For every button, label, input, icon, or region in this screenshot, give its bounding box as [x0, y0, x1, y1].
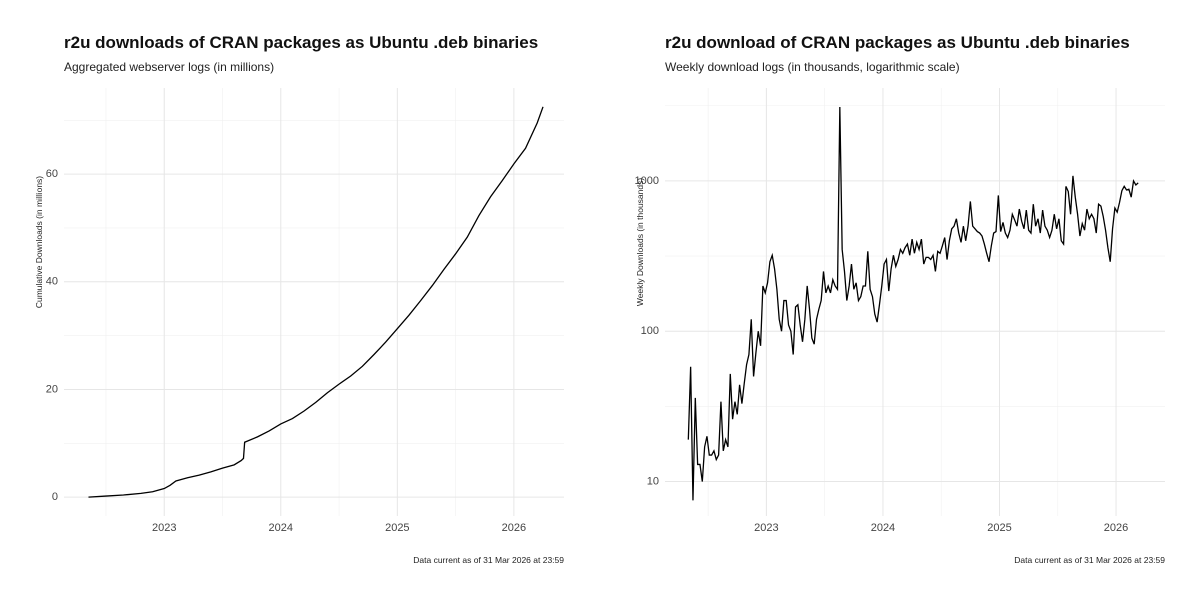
- chart-title: r2u downloads of CRAN packages as Ubuntu…: [64, 33, 538, 52]
- y-tick-label: 1000: [635, 175, 659, 187]
- y-tick-label: 100: [641, 325, 659, 337]
- y-tick-label: 10: [647, 475, 659, 487]
- data-line: [687, 107, 1139, 501]
- y-tick-label: 60: [46, 168, 58, 180]
- y-axis-label: Cumulative Downloads (in millions): [34, 176, 44, 308]
- x-tick-label: 2025: [987, 522, 1011, 534]
- data-line: [88, 106, 544, 498]
- caption: Data current as of 31 Mar 2026 at 23:59: [413, 555, 564, 565]
- x-tick-label: 2024: [871, 522, 895, 534]
- x-tick-label: 2023: [152, 522, 176, 534]
- x-tick-label: 2023: [754, 522, 778, 534]
- x-tick-label: 2026: [1104, 522, 1128, 534]
- x-tick-label: 2026: [502, 522, 526, 534]
- caption: Data current as of 31 Mar 2026 at 23:59: [1014, 555, 1165, 565]
- chart-subtitle: Aggregated webserver logs (in millions): [64, 60, 274, 74]
- x-tick-label: 2024: [269, 522, 293, 534]
- chart-title: r2u download of CRAN packages as Ubuntu …: [665, 33, 1130, 52]
- x-tick-label: 2025: [385, 522, 409, 534]
- y-tick-label: 40: [46, 276, 58, 288]
- y-axis-label: Weekly Downloads (in thousands): [635, 178, 645, 307]
- chart-subtitle: Weekly download logs (in thousands, loga…: [665, 60, 960, 74]
- y-tick-label: 0: [52, 491, 58, 503]
- y-tick-label: 20: [46, 383, 58, 395]
